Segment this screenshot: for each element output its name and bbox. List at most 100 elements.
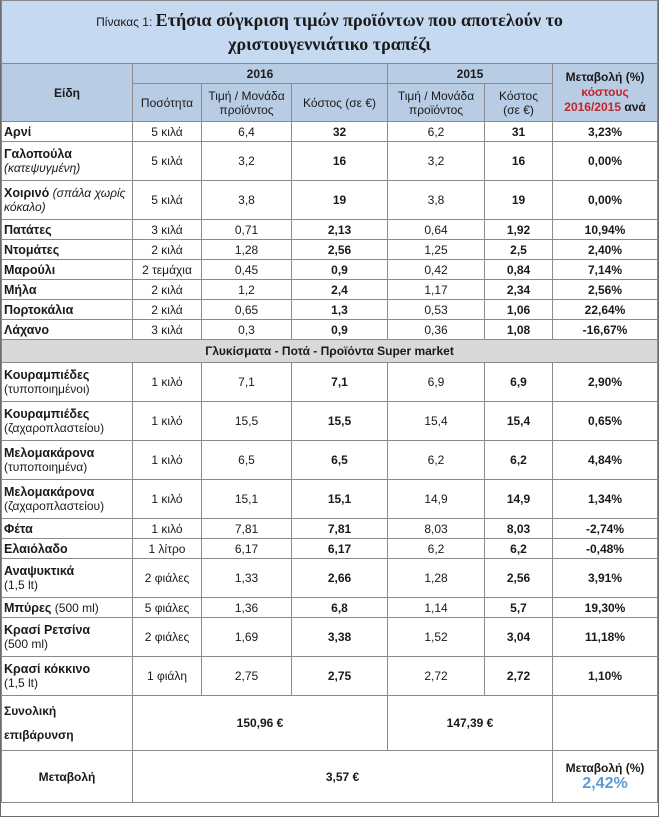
item-name-cell: Αρνί [1, 121, 133, 142]
item-cost-2015: 16 [484, 141, 553, 181]
item-unit-price-2015: 15,4 [387, 401, 485, 441]
item-name: Πορτοκάλια [4, 302, 74, 317]
item-change-pct: 22,64% [551, 299, 659, 320]
item-cost-2016: 1,3 [291, 299, 388, 320]
item-cost-2015: 1,92 [484, 219, 553, 240]
table-row: Γαλοπούλα (κατεψυγμένη) 5 κιλά 3,2 16 3,2 16 0,… [1, 141, 659, 181]
item-quantity: 5 κιλά [132, 180, 202, 220]
item-name-cell: Πατάτες [1, 219, 133, 240]
title-prefix: Πίνακας 1: [96, 15, 153, 29]
table-row: Φέτα 1 κιλό 7,81 7,81 8,03 8,03 -2,74% [1, 518, 659, 539]
header-cost-2015-line1: Κόστος [499, 88, 538, 103]
item-unit-price-2015: 3,2 [387, 141, 485, 181]
item-note: (ζαχαροπλαστείου) [4, 499, 105, 513]
item-name: Μαρούλι [4, 262, 56, 277]
item-unit-price-2016: 15,5 [201, 401, 292, 441]
item-unit-price-2016: 3,8 [201, 180, 292, 220]
table-row: Χοιρινό (σπάλα χωρίς κόκαλο) 5 κιλά 3,8 19 3… [1, 180, 659, 220]
item-unit-price-2016: 1,36 [201, 597, 292, 618]
item-cost-2016: 19 [291, 180, 388, 220]
item-name-cell: Μελομακάρονα (τυποποιημένα) [1, 440, 133, 480]
title-line1: Ετήσια σύγκριση τιμών προϊόντων που αποτ… [155, 10, 563, 30]
item-cost-2016: 2,4 [291, 279, 388, 300]
header-cost-2016: Κόστος (σε €) [291, 83, 388, 122]
item-quantity: 1 φιάλη [132, 656, 202, 696]
item-change-pct: 11,18% [551, 617, 659, 657]
item-cost-2016: 6,8 [291, 597, 388, 618]
table-row: Κρασί Ρετσίνα (500 ml) 2 φιάλες 1,69 3,38 1,5… [1, 617, 659, 657]
item-cost-2015: 2,56 [484, 558, 553, 598]
item-note: (ζαχαροπλαστείου) [4, 421, 105, 435]
total-2015: 147,39 € [387, 695, 553, 751]
item-name: Μπύρες [4, 600, 52, 615]
item-unit-price-2016: 0,3 [201, 319, 292, 340]
item-unit-price-2016: 0,71 [201, 219, 292, 240]
item-quantity: 1 κιλό [132, 440, 202, 480]
item-quantity: 2 κιλά [132, 279, 202, 300]
item-unit-price-2015: 3,8 [387, 180, 485, 220]
header-year-2015: 2015 [387, 63, 553, 84]
item-name: Ελαιόλαδο [4, 541, 68, 556]
totals-label-line2: επιβάρυνση [4, 728, 74, 742]
item-unit-price-2016: 6,17 [201, 538, 292, 559]
balance-amount: 3,57 € [132, 750, 553, 803]
item-note: (σπάλα χωρίς κόκαλο) [4, 186, 126, 214]
header-change-line1: Μεταβολή (%) [565, 70, 645, 84]
header-year-2016: 2016 [132, 63, 388, 84]
item-name-cell: Μαρούλι [1, 259, 133, 280]
item-cost-2015: 2,72 [484, 656, 553, 696]
table-row: Πορτοκάλια 2 κιλά 0,65 1,3 0,53 1,06 22,64% [1, 299, 659, 320]
item-cost-2016: 2,66 [291, 558, 388, 598]
header-cost-2015: Κόστος (σε €) [484, 83, 553, 122]
item-quantity: 5 φιάλες [132, 597, 202, 618]
item-change-pct: 0,00% [551, 180, 659, 220]
item-name-cell: Μελομακάρονα (ζαχαροπλαστείου) [1, 479, 133, 519]
item-quantity: 2 φιάλες [132, 617, 202, 657]
table-row: Μαρούλι 2 τεμάχια 0,45 0,9 0,42 0,84 7,14% [1, 259, 659, 280]
item-quantity: 5 κιλά [132, 121, 202, 142]
item-change-pct: 3,91% [551, 558, 659, 598]
item-cost-2016: 0,9 [291, 319, 388, 340]
item-cost-2015: 5,7 [484, 597, 553, 618]
item-quantity: 2 τεμάχια [132, 259, 202, 280]
item-cost-2015: 2,5 [484, 239, 553, 260]
item-change-pct: 2,56% [551, 279, 659, 300]
item-unit-price-2015: 1,14 [387, 597, 485, 618]
item-quantity: 1 κιλό [132, 518, 202, 539]
item-name-cell: Κρασί Ρετσίνα (500 ml) [1, 617, 133, 657]
item-unit-price-2016: 1,28 [201, 239, 292, 260]
header-cost-2015-line2: (σε €) [503, 102, 534, 117]
header-change-line2: κόστους [581, 85, 629, 99]
header-items: Είδη [1, 63, 133, 122]
item-name: Χοιρινό [4, 186, 50, 200]
item-change-pct: 1,34% [551, 479, 659, 519]
item-name: Μήλα [4, 282, 37, 297]
item-change-pct: 1,10% [551, 656, 659, 696]
item-unit-price-2015: 0,42 [387, 259, 485, 280]
item-name: Ντομάτες [4, 242, 60, 257]
item-cost-2016: 7,1 [291, 362, 388, 402]
item-cost-2015: 14,9 [484, 479, 553, 519]
table-row: Πατάτες 3 κιλά 0,71 2,13 0,64 1,92 10,94% [1, 219, 659, 240]
item-unit-price-2015: 6,2 [387, 440, 485, 480]
item-quantity: 5 κιλά [132, 141, 202, 181]
item-cost-2015: 6,9 [484, 362, 553, 402]
item-name-cell: Κουραμπιέδες (ζαχαροπλαστείου) [1, 401, 133, 441]
item-name: Κρασί κόκκινο [4, 662, 91, 676]
item-change-pct: -16,67% [551, 319, 659, 340]
table-title: Πίνακας 1: Ετήσια σύγκριση τιμών προϊόντ… [0, 0, 659, 64]
item-unit-price-2016: 6,5 [201, 440, 292, 480]
item-name: Κουραμπιέδες [4, 407, 90, 421]
item-unit-price-2016: 0,45 [201, 259, 292, 280]
item-change-pct: 3,23% [551, 121, 659, 142]
header-change-years: 2016/2015 [564, 100, 621, 114]
header-change: Μεταβολή (%) κόστους 2016/2015 ανά [551, 63, 659, 122]
total-2016: 150,96 € [132, 695, 388, 751]
item-quantity: 2 κιλά [132, 299, 202, 320]
item-change-pct: 0,00% [551, 141, 659, 181]
item-cost-2015: 3,04 [484, 617, 553, 657]
item-name-cell: Γαλοπούλα (κατεψυγμένη) [1, 141, 133, 181]
item-name: Κρασί Ρετσίνα [4, 623, 91, 637]
table-row: Κουραμπιέδες (ζαχαροπλαστείου) 1 κιλό 15,5 1… [1, 401, 659, 441]
item-quantity: 1 κιλό [132, 362, 202, 402]
